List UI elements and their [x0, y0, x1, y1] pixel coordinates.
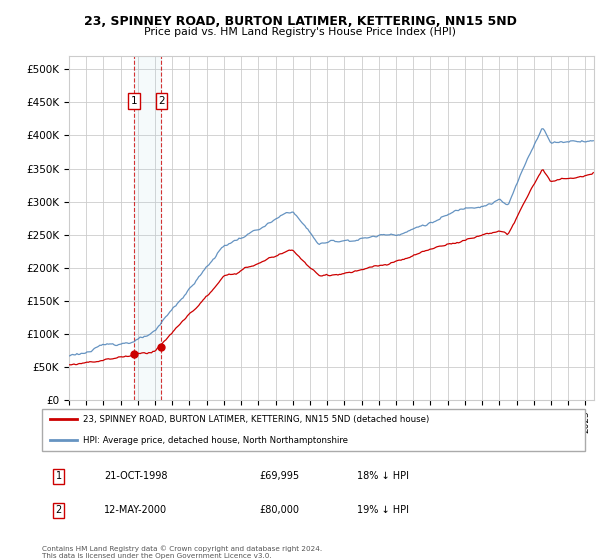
Text: 2: 2	[56, 505, 62, 515]
Text: £80,000: £80,000	[259, 505, 299, 515]
Text: 21-OCT-1998: 21-OCT-1998	[104, 471, 168, 481]
Text: Contains HM Land Registry data © Crown copyright and database right 2024.
This d: Contains HM Land Registry data © Crown c…	[42, 546, 322, 559]
Text: 18% ↓ HPI: 18% ↓ HPI	[357, 471, 409, 481]
Text: 1: 1	[56, 471, 62, 481]
Text: £69,995: £69,995	[259, 471, 299, 481]
FancyBboxPatch shape	[42, 409, 585, 451]
Text: 23, SPINNEY ROAD, BURTON LATIMER, KETTERING, NN15 5ND (detached house): 23, SPINNEY ROAD, BURTON LATIMER, KETTER…	[83, 415, 429, 424]
Text: 23, SPINNEY ROAD, BURTON LATIMER, KETTERING, NN15 5ND: 23, SPINNEY ROAD, BURTON LATIMER, KETTER…	[83, 15, 517, 27]
Text: 19% ↓ HPI: 19% ↓ HPI	[357, 505, 409, 515]
Text: 12-MAY-2000: 12-MAY-2000	[104, 505, 167, 515]
Text: Price paid vs. HM Land Registry's House Price Index (HPI): Price paid vs. HM Land Registry's House …	[144, 27, 456, 37]
Text: HPI: Average price, detached house, North Northamptonshire: HPI: Average price, detached house, Nort…	[83, 436, 348, 445]
Bar	[134, 56, 161, 400]
Text: 2: 2	[158, 96, 165, 106]
Text: 1: 1	[131, 96, 137, 106]
